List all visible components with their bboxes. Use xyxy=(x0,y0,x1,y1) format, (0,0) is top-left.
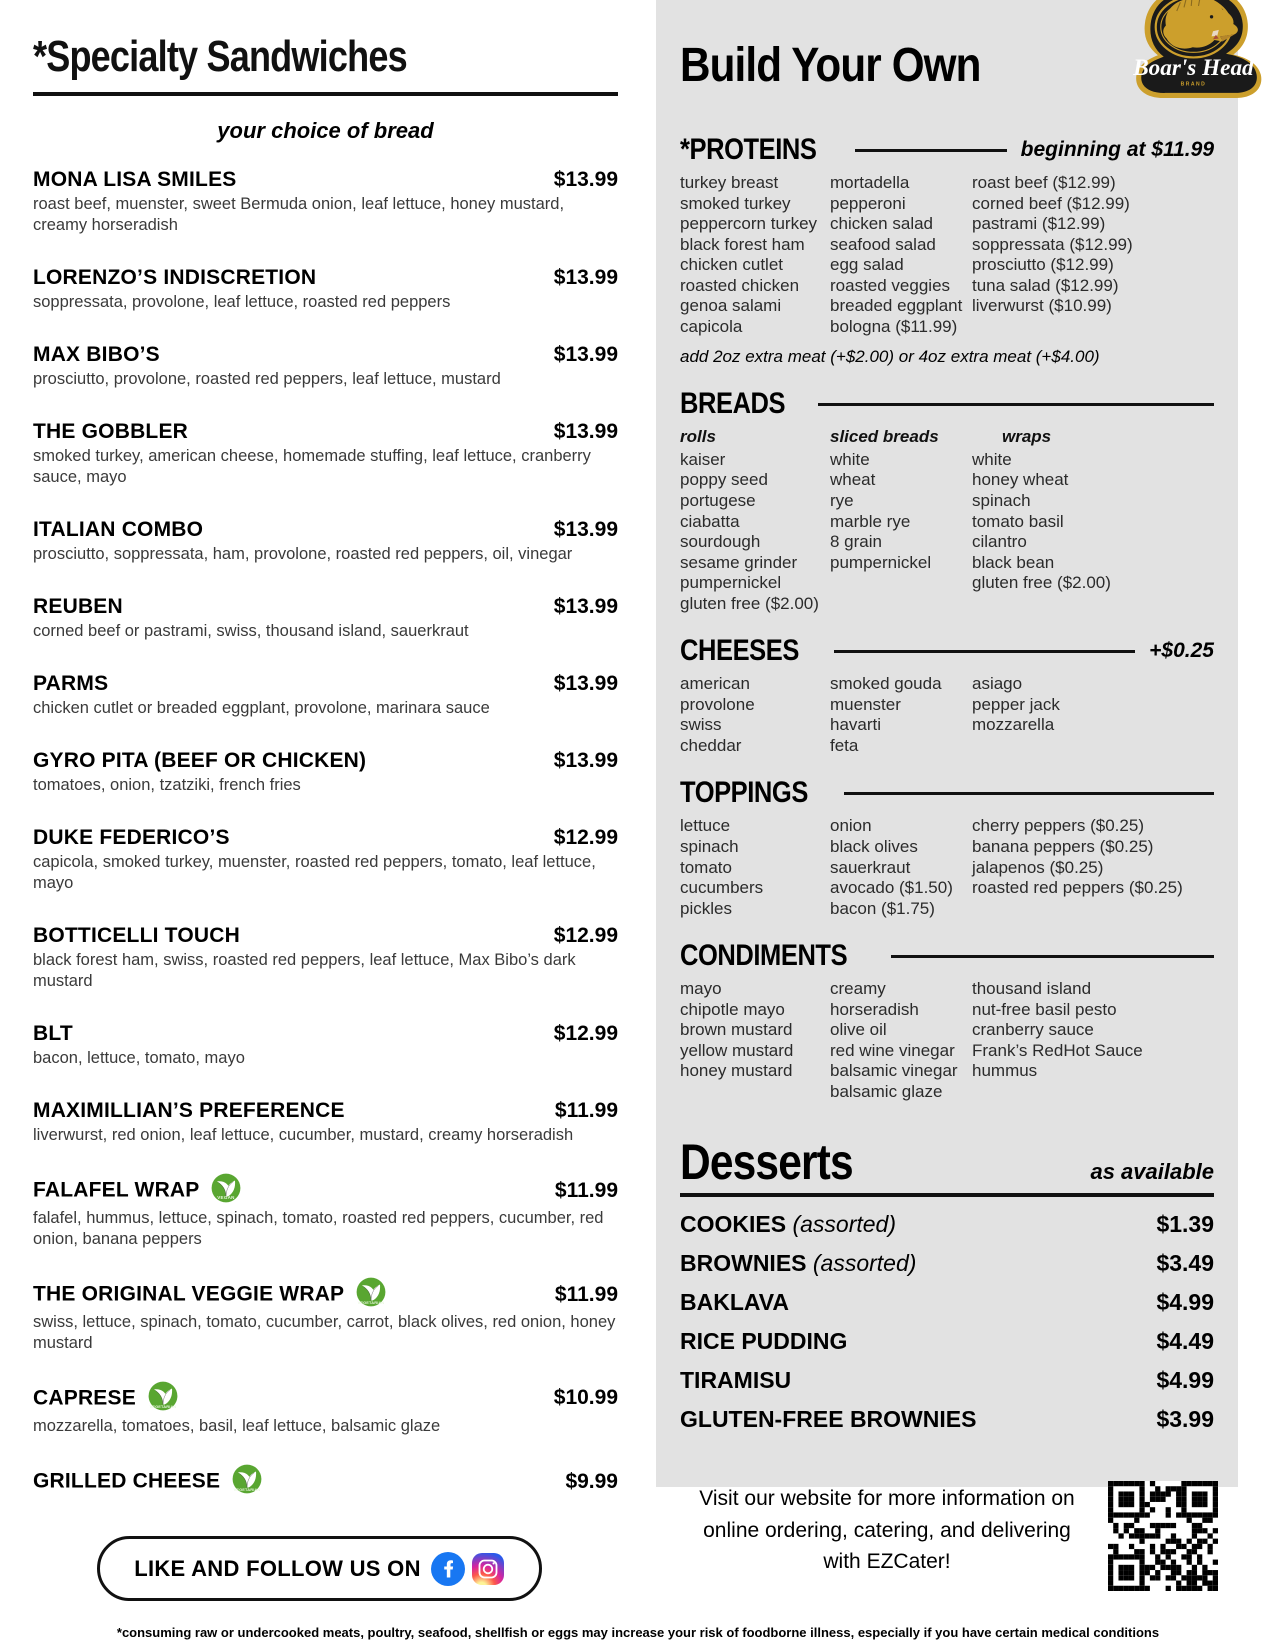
svg-text:VEGETARIAN: VEGETARIAN xyxy=(358,1300,385,1305)
svg-text:VEGETARIAN: VEGETARIAN xyxy=(150,1404,177,1409)
svg-text:VEGETARIAN: VEGETARIAN xyxy=(234,1487,261,1492)
svg-text:Boar's Head: Boar's Head xyxy=(1132,55,1254,81)
svg-text:VEGAN: VEGAN xyxy=(217,1195,235,1200)
svg-text:BRAND: BRAND xyxy=(1181,82,1207,88)
